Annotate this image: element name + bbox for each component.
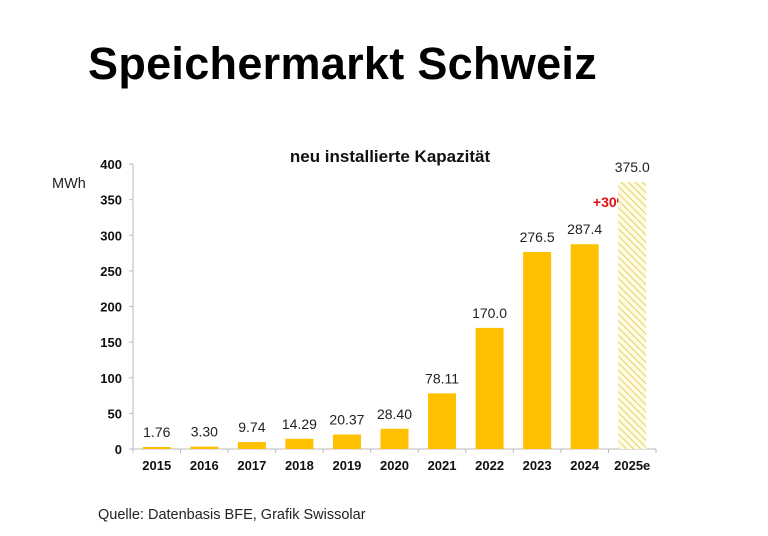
bar-2015 xyxy=(142,447,171,449)
data-label-2023: 276.5 xyxy=(520,229,555,245)
data-label-2020: 28.40 xyxy=(377,406,412,422)
bar-2019 xyxy=(332,434,361,449)
y-tick-label: 150 xyxy=(100,335,122,350)
y-tick-label: 350 xyxy=(100,193,122,208)
y-tick-label: 300 xyxy=(100,228,122,243)
data-label-2024: 287.4 xyxy=(567,221,602,237)
y-tick-label: 250 xyxy=(100,264,122,279)
data-label-2017: 9.74 xyxy=(238,419,265,435)
bar-2017 xyxy=(237,442,266,449)
bar-2025e xyxy=(618,181,647,449)
bar-2020 xyxy=(380,428,409,449)
data-label-2015: 1.76 xyxy=(143,424,170,440)
x-tick-label: 2020 xyxy=(380,458,409,473)
data-label-2016: 3.30 xyxy=(191,424,218,440)
data-label-2019: 20.37 xyxy=(329,411,364,427)
bar-2022 xyxy=(475,327,504,449)
x-tick-label: 2019 xyxy=(332,458,361,473)
x-tick-label: 2025e xyxy=(614,458,650,473)
x-tick-label: 2016 xyxy=(190,458,219,473)
page-title: Speichermarkt Schweiz xyxy=(88,38,598,89)
bar-2018 xyxy=(285,438,314,449)
data-label-2025e: 375.0 xyxy=(615,159,650,175)
x-tick-label: 2021 xyxy=(428,458,457,473)
x-tick-label: 2022 xyxy=(475,458,504,473)
bar-2016 xyxy=(190,446,219,449)
x-tick-label: 2023 xyxy=(523,458,552,473)
y-axis-label: MWh xyxy=(52,176,86,192)
bar-2024 xyxy=(570,244,599,449)
chart-title: neu installierte Kapazität xyxy=(290,147,491,166)
y-tick-label: 400 xyxy=(100,157,122,172)
data-label-2022: 170.0 xyxy=(472,305,507,321)
data-label-2018: 14.29 xyxy=(282,416,317,432)
bar-2021 xyxy=(428,393,457,449)
x-tick-label: 2024 xyxy=(570,458,600,473)
y-tick-label: 50 xyxy=(108,406,122,421)
x-tick-label: 2015 xyxy=(142,458,171,473)
y-tick-label: 100 xyxy=(100,371,122,386)
x-tick-label: 2018 xyxy=(285,458,314,473)
data-label-2021: 78.11 xyxy=(425,370,459,386)
y-tick-label: 0 xyxy=(115,442,122,457)
source-note: Quelle: Datenbasis BFE, Grafik Swissolar xyxy=(98,507,366,523)
x-tick-label: 2017 xyxy=(237,458,266,473)
bar-2023 xyxy=(523,251,552,449)
y-tick-label: 200 xyxy=(100,300,122,315)
